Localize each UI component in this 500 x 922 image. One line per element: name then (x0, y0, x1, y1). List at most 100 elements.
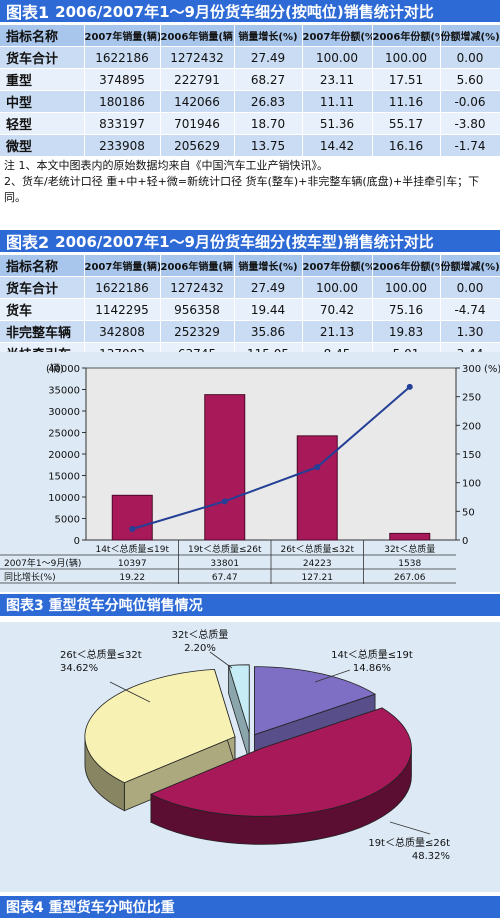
chart3-right-unit: (%) (484, 364, 500, 375)
table2-cell: 100.00 (302, 276, 373, 299)
table1-row: 中型 180186 142066 26.83 11.11 11.16 -0.06 (0, 90, 500, 113)
chart4-slice-label: 19t＜总质量≤26t (368, 836, 450, 849)
chart3-category-label: 26t＜总质量≤32t (280, 543, 354, 555)
table2-cell: 1142295 (84, 298, 161, 321)
table1-cell: 11.16 (372, 90, 441, 113)
table1-col-header: 2006年份额(%) (372, 24, 441, 47)
table2-col-header: 指标名称 (0, 254, 85, 277)
table1-cell: 23.11 (302, 68, 373, 91)
table2-cell: 35.86 (234, 320, 303, 343)
table2-col-header: 2006年份额(%) (372, 254, 441, 277)
table2-cell: -4.74 (440, 298, 500, 321)
chart3-sales-value: 1538 (398, 559, 421, 569)
table1-cell: 1622186 (84, 46, 161, 69)
table2-tag: 图表2 (6, 233, 50, 252)
chart4-leader-line (209, 651, 233, 669)
table1-cell: 142066 (160, 90, 235, 113)
table2-cell: 1272432 (160, 276, 235, 299)
table1-cell: 222791 (160, 68, 235, 91)
table2-cell: 0.00 (440, 276, 500, 299)
chart3-bar (111, 494, 153, 541)
table2-cell: 1622186 (84, 276, 161, 299)
chart3-left-tick-label: 30000 (48, 407, 80, 418)
chart3-sales-value: 33801 (210, 559, 239, 569)
chart3-bar (296, 435, 338, 541)
chart4-leader-line (389, 821, 431, 835)
table2-header: 图表2 2006/2007年1～9月份货车细分(按车型)销售统计对比 (0, 230, 500, 252)
table2-title: 2006/2007年1～9月份货车细分(按车型)销售统计对比 (55, 232, 434, 251)
chart3-svg: 0 5000 10000 15000 20000 25000 30000 35000 40000… (0, 362, 500, 584)
table1-cell: 17.51 (372, 68, 441, 91)
table1-note-1: 注 1、本文中图表内的原始数据均来自《中国汽车工业产销快讯》。 (4, 159, 328, 172)
table1-cell: 100.00 (372, 46, 441, 69)
table1-cell: 100.00 (302, 46, 373, 69)
chart3-sales-value: 24223 (303, 559, 332, 569)
chart4-slice-top (254, 666, 377, 736)
chart3-left-tick-label: 25000 (48, 429, 80, 440)
table2-row: 货车合计 1622186 1272432 27.49 100.00 100.00 0.00 (0, 276, 500, 299)
table2-col-header: 份额增减(%) (440, 254, 500, 277)
table1-cell: 51.36 (302, 112, 373, 135)
chart3-right-tick-label: 250 (462, 393, 481, 404)
chart4-slice-label: 32t＜总质量 (172, 628, 229, 641)
table1-cell: -1.74 (440, 134, 500, 156)
chart3-growth-line (131, 386, 411, 530)
table2: 指标名称 2007年销量(辆) 2006年销量(辆) 销量增长(%) 2007年份额(%… (0, 254, 500, 364)
table1-cell: 27.49 (234, 46, 303, 69)
table1-cell: 18.70 (234, 112, 303, 135)
chart3-right-tick-label: 200 (462, 421, 481, 432)
chart3-right-tick-label: 150 (462, 450, 481, 461)
chart4-slice-label: 26t＜总质量≤32t (60, 648, 142, 661)
chart4-slice-top (84, 668, 236, 784)
table1-row-label: 重型 (0, 68, 85, 91)
table1-title: 2006/2007年1～9月份货车细分(按吨位)销售统计对比 (55, 2, 434, 21)
chart3-growth-point (129, 525, 136, 532)
chart4-svg: 14t＜总质量≤19t 14.86% 19t＜总质量≤26t 48.32% 26t＜总质… (60, 628, 450, 862)
table1-cell: 5.60 (440, 68, 500, 91)
chart3-caption-bar: 图表3 重型货车分吨位销售情况 (0, 594, 500, 616)
chart3-caption: 图表3 重型货车分吨位销售情况 (6, 598, 203, 614)
table1-tag: 图表1 (6, 3, 50, 22)
table2-cell: 252329 (160, 320, 235, 343)
chart3-table-label-sales: 2007年1～9月(辆) (4, 557, 81, 569)
chart4-leader-line (314, 669, 351, 683)
table1-row: 微型 233908 205629 13.75 14.42 16.16 -1.74 (0, 134, 500, 156)
table2-col-header: 2007年份额(%) (302, 254, 373, 277)
table2-col-header: 2006年销量(辆) (160, 254, 235, 277)
table2-col-header: 销量增长(%) (234, 254, 303, 277)
chart3-growth-point (314, 464, 321, 471)
chart3-left-tick-label: 35000 (48, 386, 80, 397)
table1-cell: 68.27 (234, 68, 303, 91)
chart4-slice-pct: 2.20% (184, 643, 216, 654)
chart4-leader-line (109, 681, 151, 703)
table2-row: 非完整车辆 342808 252329 35.86 21.13 19.83 1.30 (0, 320, 500, 343)
chart3-sales-value: 10397 (118, 559, 147, 569)
chart3-category-label: 14t＜总质量≤19t (95, 543, 169, 555)
table2-row: 货车 1142295 956358 19.44 70.42 75.16 -4.74 (0, 298, 500, 321)
table1-cell: 205629 (160, 134, 235, 156)
chart3-growth-value: 19.22 (119, 573, 145, 583)
table1-row-label: 货车合计 (0, 46, 85, 69)
table1-cell: 233908 (84, 134, 161, 156)
table1-row-label: 中型 (0, 90, 85, 113)
chart3-left-tick-label: 10000 (48, 493, 80, 504)
table1-row: 轻型 833197 701946 18.70 51.36 55.17 -3.80 (0, 112, 500, 135)
chart3-growth-value: 127.21 (302, 573, 334, 583)
table1-row-label: 轻型 (0, 112, 85, 135)
table2-cell: 70.42 (302, 298, 373, 321)
table2-cell: 21.13 (302, 320, 373, 343)
chart3-table-label-growth: 同比增长(%) (4, 571, 56, 583)
table2-row-label: 非完整车辆 (0, 320, 85, 343)
table1-col-header: 份额增减(%) (440, 24, 500, 47)
chart3-category-label: 32t＜总质量 (384, 543, 435, 555)
table2-cell: 1.30 (440, 320, 500, 343)
chart3-bar (204, 394, 246, 541)
chart3-right-tick-label: 100 (462, 479, 481, 490)
table1-cell: 16.16 (372, 134, 441, 156)
table1-row-label: 微型 (0, 134, 85, 156)
table2-cell: 19.44 (234, 298, 303, 321)
table1-cell: 1272432 (160, 46, 235, 69)
chart3-bar (389, 532, 431, 541)
table2-cell: 75.16 (372, 298, 441, 321)
